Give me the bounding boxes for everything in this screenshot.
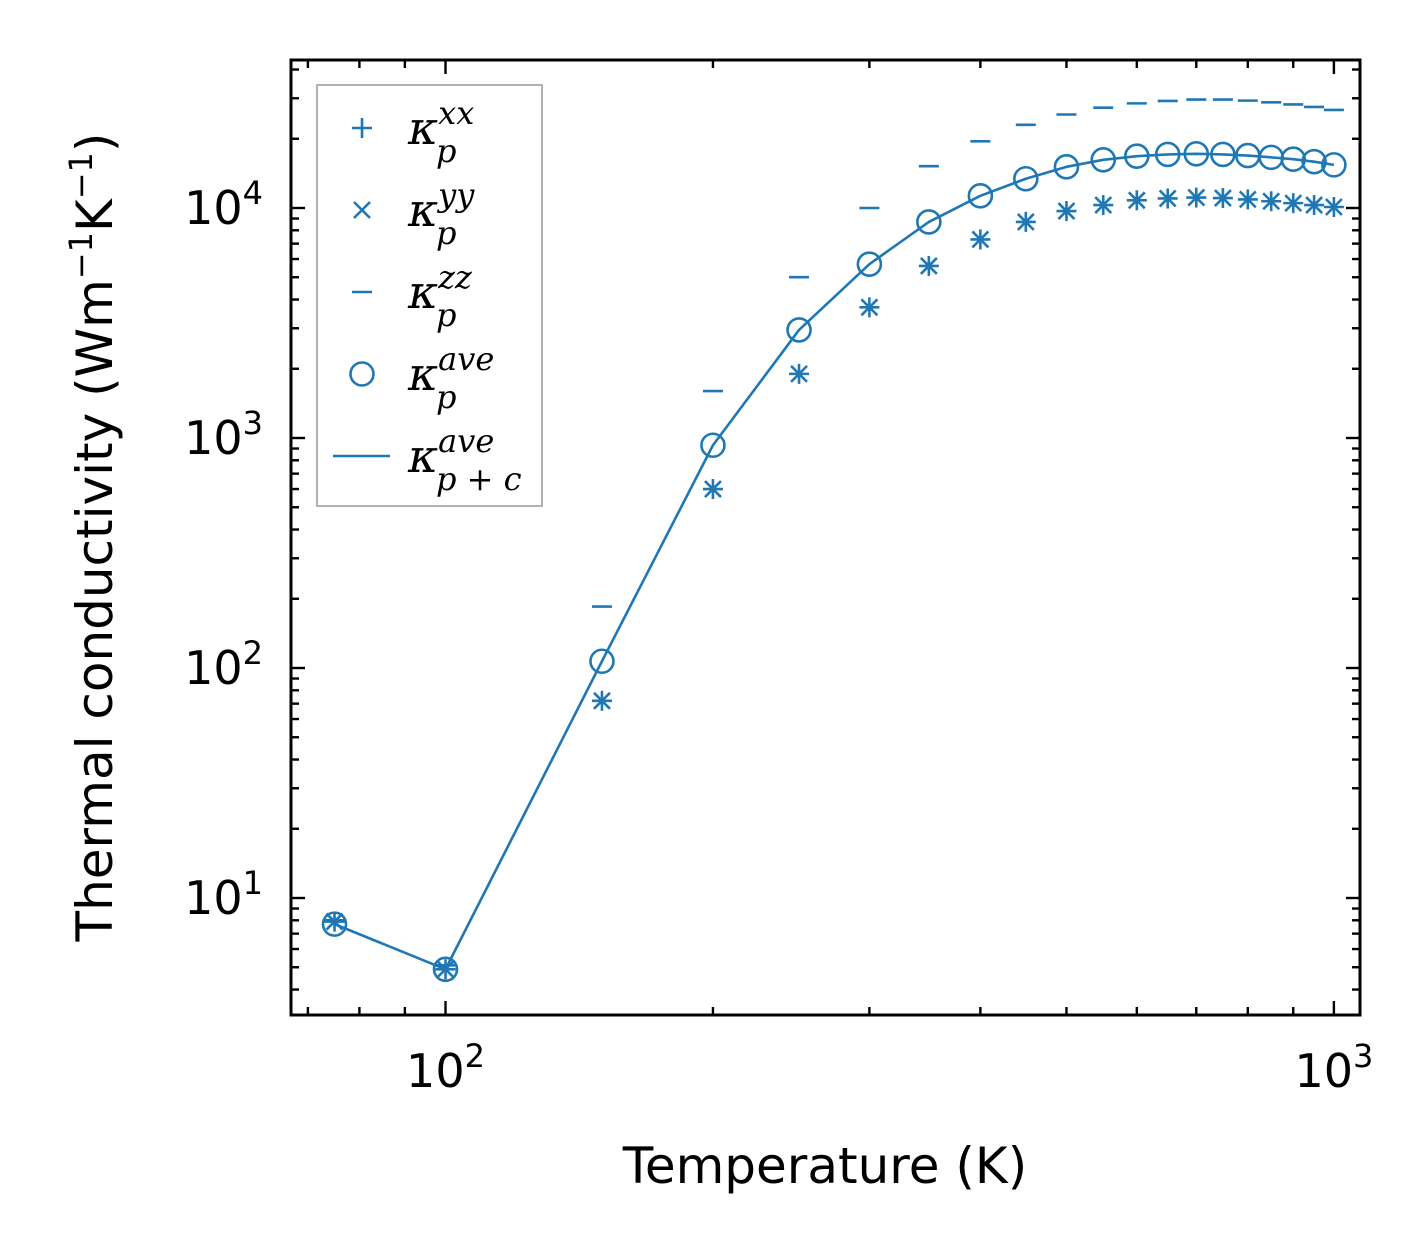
series-kappa_p_yy bbox=[325, 188, 1343, 979]
data-point-kappa_p_yy bbox=[790, 364, 808, 383]
legend-item: κyy p bbox=[353, 176, 475, 252]
data-point-kappa_p_yy bbox=[1284, 194, 1303, 213]
x-axis-label: Temperature (K) bbox=[622, 1137, 1027, 1195]
legend-marker bbox=[353, 201, 371, 219]
data-point-kappa_p_yy bbox=[1158, 189, 1177, 208]
y-axis-label: Thermal conductivity (Wm−1K−1) bbox=[62, 133, 124, 943]
data-point-kappa_p_yy bbox=[1057, 202, 1076, 220]
series-kappa_pc_ave bbox=[334, 152, 1335, 971]
data-point-kappa_p_yy bbox=[1213, 189, 1232, 207]
legend-label: κzz p bbox=[407, 258, 473, 334]
data-point-kappa_p_ave bbox=[1053, 154, 1080, 180]
legend-label: κxx p bbox=[407, 94, 474, 170]
legend-label: κyy p bbox=[407, 176, 475, 252]
data-point-kappa_p_yy bbox=[1305, 196, 1324, 214]
data-point-kappa_p_yy bbox=[1324, 198, 1343, 216]
y-tick-label: 103 bbox=[184, 404, 263, 465]
data-point-kappa_p_ave bbox=[321, 911, 348, 937]
legend-marker bbox=[352, 118, 372, 138]
data-point-kappa_p_yy bbox=[1262, 192, 1281, 211]
y-tick-label: 104 bbox=[184, 174, 263, 235]
legend-item: κave p + c bbox=[333, 422, 522, 498]
data-point-kappa_p_ave bbox=[786, 317, 812, 343]
data-series bbox=[321, 98, 1347, 983]
data-point-kappa_p_ave bbox=[1013, 165, 1039, 192]
series-kappa_p_zz bbox=[324, 98, 1344, 967]
data-point-kappa_p_ave bbox=[589, 648, 615, 675]
x-tick-label: 103 bbox=[1294, 1037, 1373, 1098]
data-point-kappa_p_ave bbox=[432, 956, 459, 983]
legend-marker bbox=[349, 361, 375, 387]
data-point-kappa_p_ave bbox=[1321, 152, 1347, 178]
data-point-kappa_p_yy bbox=[1016, 212, 1035, 231]
series-line-kappa_pc_ave bbox=[334, 152, 1335, 971]
data-point-kappa_p_ave bbox=[916, 209, 942, 235]
plot-frame bbox=[289, 58, 1362, 1017]
y-tick-label: 101 bbox=[184, 864, 263, 925]
data-point-kappa_p_yy bbox=[1238, 190, 1257, 209]
legend-item: κave p bbox=[349, 340, 494, 416]
x-tick-label: 102 bbox=[406, 1037, 485, 1098]
data-point-kappa_p_yy bbox=[593, 691, 611, 710]
legend-item: κxx p bbox=[352, 94, 474, 170]
major-ticks bbox=[291, 60, 1360, 1015]
data-point-kappa_p_ave bbox=[1301, 148, 1327, 175]
x-tick-labels: 102 103 bbox=[406, 1037, 1373, 1098]
y-tick-labels: 101 102 103 104 bbox=[184, 174, 263, 925]
data-point-kappa_p_ave bbox=[700, 432, 726, 459]
data-point-kappa_p_yy bbox=[1094, 196, 1113, 214]
y-tick-label: 102 bbox=[184, 634, 263, 695]
legend-label: κave p bbox=[407, 340, 494, 416]
legend-item: κzz p bbox=[352, 258, 473, 334]
data-point-kappa_p_yy bbox=[971, 230, 990, 249]
legend-label: κave p + c bbox=[407, 422, 522, 498]
data-point-kappa_p_yy bbox=[704, 480, 722, 498]
data-point-kappa_p_yy bbox=[1127, 191, 1146, 210]
legend-frame bbox=[316, 84, 543, 507]
data-point-kappa_p_yy bbox=[860, 298, 879, 317]
data-point-kappa_p_yy bbox=[1187, 188, 1206, 207]
data-point-kappa_p_yy bbox=[919, 256, 938, 275]
data-point-kappa_p_ave bbox=[856, 251, 883, 277]
data-point-kappa_p_ave bbox=[967, 182, 994, 209]
